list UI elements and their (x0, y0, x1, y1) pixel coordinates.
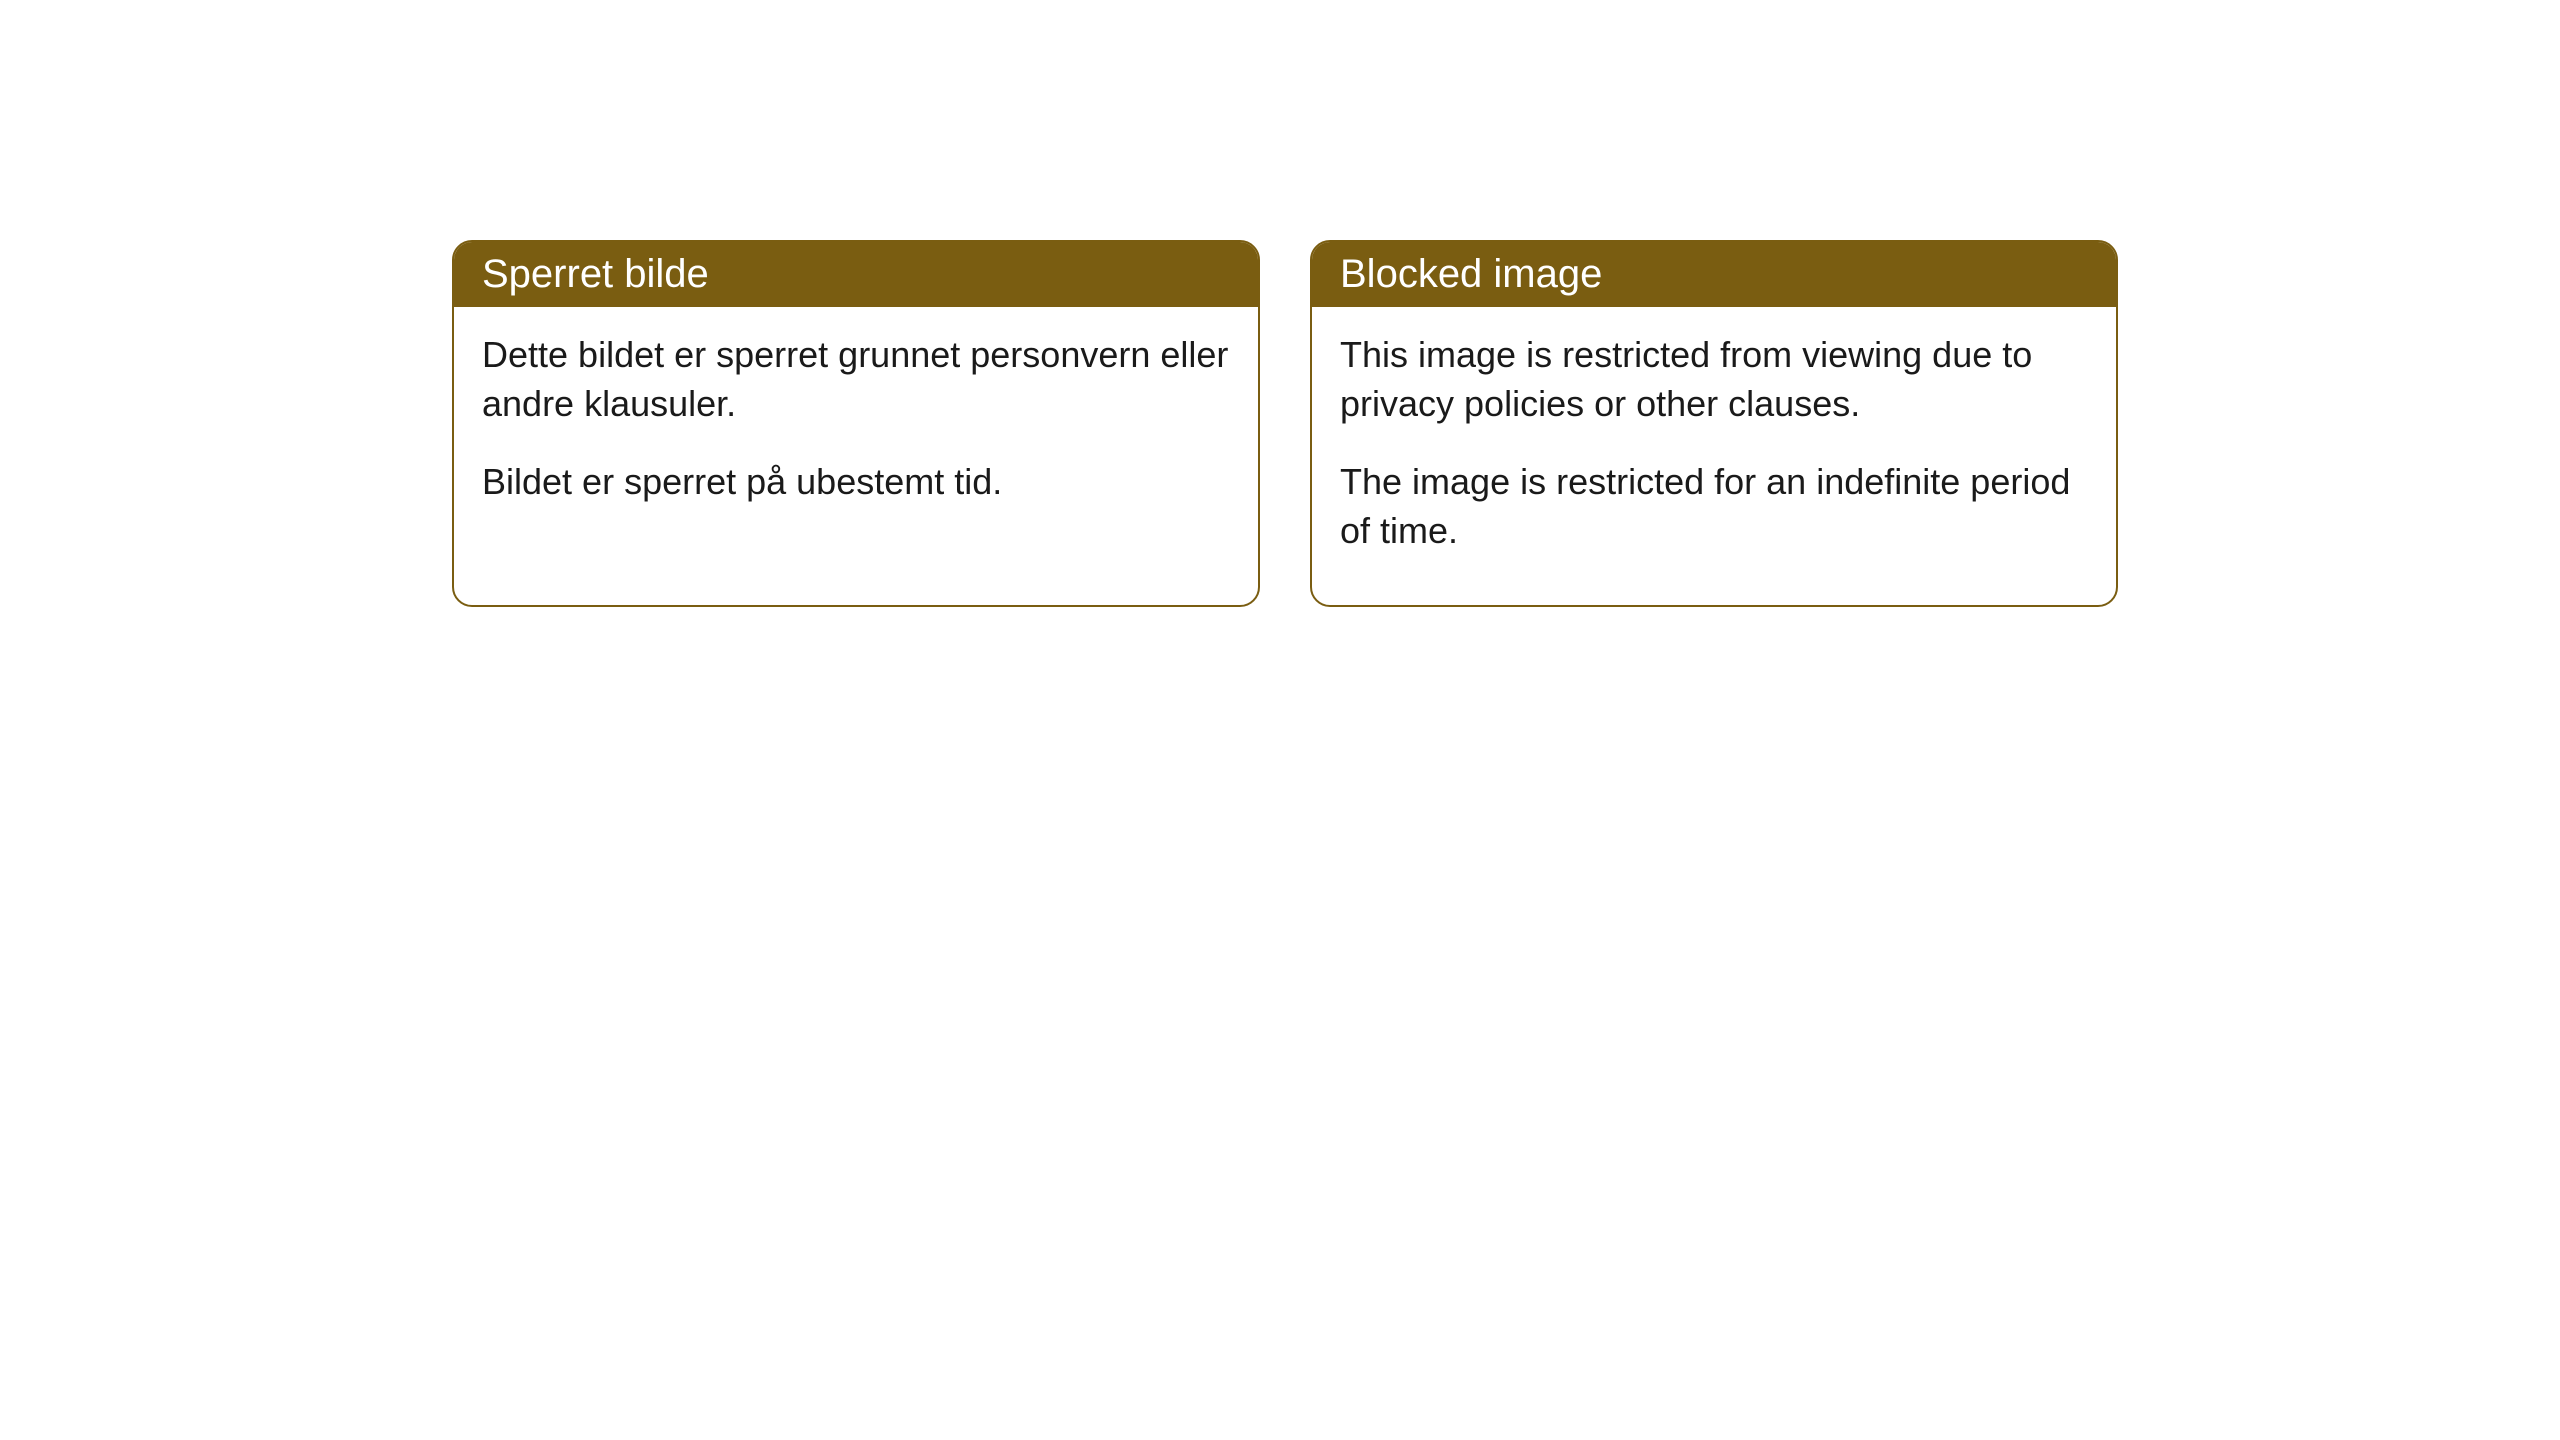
notice-paragraph: Dette bildet er sperret grunnet personve… (482, 331, 1230, 428)
notice-card-title: Sperret bilde (482, 252, 709, 296)
notice-card-header: Blocked image (1312, 242, 2116, 307)
notice-card-norwegian: Sperret bilde Dette bildet er sperret gr… (452, 240, 1260, 607)
notice-card-english: Blocked image This image is restricted f… (1310, 240, 2118, 607)
notice-paragraph: Bildet er sperret på ubestemt tid. (482, 458, 1230, 507)
notice-paragraph: The image is restricted for an indefinit… (1340, 458, 2088, 555)
notice-paragraph: This image is restricted from viewing du… (1340, 331, 2088, 428)
notice-card-title: Blocked image (1340, 252, 1602, 296)
notice-card-header: Sperret bilde (454, 242, 1258, 307)
notice-card-body: Dette bildet er sperret grunnet personve… (454, 307, 1258, 557)
notice-cards-container: Sperret bilde Dette bildet er sperret gr… (452, 240, 2118, 607)
notice-card-body: This image is restricted from viewing du… (1312, 307, 2116, 605)
